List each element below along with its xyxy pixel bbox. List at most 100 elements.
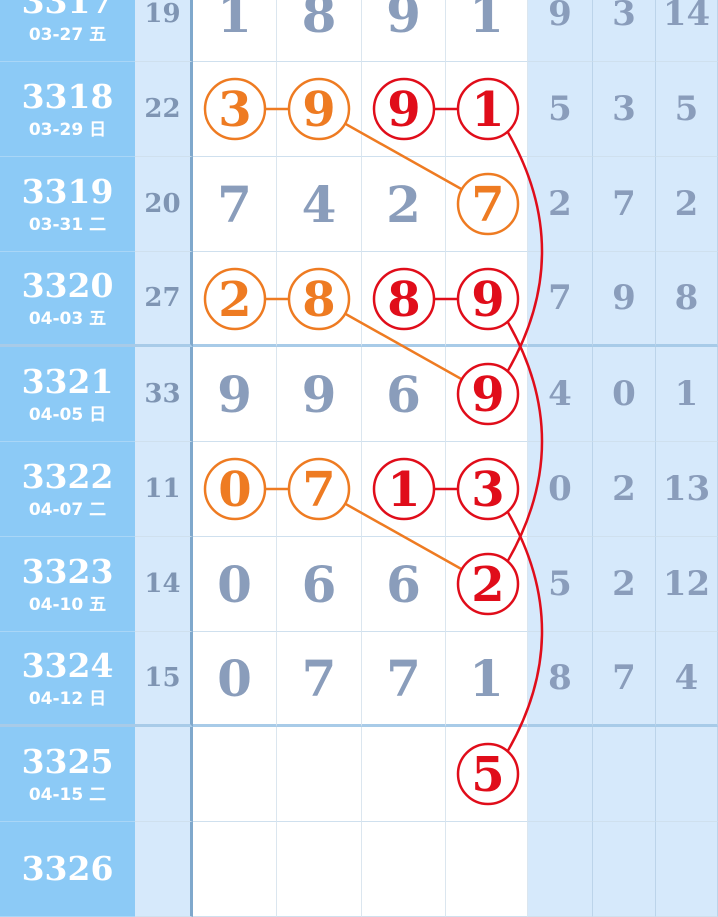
circled-digit: 9 (471, 272, 504, 328)
sum-cell: 15 (135, 632, 193, 727)
circled-digit: 9 (387, 82, 420, 138)
digit-cell: 7 (362, 632, 446, 727)
digit-cell: 9 (362, 0, 446, 62)
circled-number-icon (372, 267, 436, 331)
issue-cell: 3318 03-29 日 (0, 62, 135, 157)
circled-number-icon (372, 77, 436, 141)
red-curve-line (504, 318, 544, 565)
stat-cell (528, 727, 593, 822)
issue-number: 3321 (21, 361, 114, 401)
stat-cell: 9 (593, 252, 656, 347)
circled-digit: 8 (387, 272, 420, 328)
circled-number-icon (456, 77, 520, 141)
circled-digit: 8 (302, 272, 335, 328)
stat-cell: 7 (528, 252, 593, 347)
stat-cell: 3 (593, 62, 656, 157)
orange-connector-line (318, 297, 489, 396)
stat-cell: 5 (528, 537, 593, 632)
stat-cell: 2 (656, 157, 718, 252)
stat-cell: 7 (593, 157, 656, 252)
digit-cell: 8 (277, 0, 362, 62)
circled-digit: 2 (218, 272, 251, 328)
digit-cell: 1 (446, 632, 528, 727)
sum-cell: 27 (135, 252, 193, 347)
sum-cell: 33 (135, 347, 193, 442)
sum-cell: 19 (135, 0, 193, 62)
circled-number-icon (203, 77, 267, 141)
circled-number-icon (456, 552, 520, 616)
issue-cell: 3322 04-07 二 (0, 442, 135, 537)
circled-digit: 7 (471, 177, 504, 233)
digit-cell: 1 (446, 0, 528, 62)
red-curve-line (504, 508, 544, 755)
issue-cell: 3324 04-12 日 (0, 632, 135, 727)
stat-cell: 4 (656, 632, 718, 727)
digit-cell: 0 (193, 632, 277, 727)
table-row: 3324 04-12 日 15 0 7 7 1 8 7 4 (0, 632, 718, 727)
orange-connector-line (318, 487, 489, 586)
issue-date: 04-15 二 (28, 784, 107, 805)
trend-lines-overlay: 3 9 9 172 8 8 990 7 1 325 (203, 77, 544, 806)
circled-digit: 3 (471, 462, 504, 518)
stat-cell: 2 (528, 157, 593, 252)
stat-cell (593, 727, 656, 822)
stat-cell: 8 (528, 632, 593, 727)
sum-cell: 20 (135, 157, 193, 252)
digit-cell (362, 727, 446, 822)
issue-date: 04-12 日 (28, 688, 107, 709)
issue-date: 04-05 日 (28, 404, 107, 425)
circled-number-icon (456, 267, 520, 331)
stat-cell: 4 (528, 347, 593, 442)
circled-number-icon (203, 267, 267, 331)
issue-cell: 3321 04-05 日 (0, 347, 135, 442)
circled-digit: 2 (471, 557, 504, 613)
digit-cell: 1 (193, 0, 277, 62)
digit-cell: 0 (193, 537, 277, 632)
circled-number-icon (456, 457, 520, 521)
issue-number: 3317 (21, 0, 114, 21)
stat-cell: 2 (593, 537, 656, 632)
circled-digit: 1 (471, 82, 504, 138)
stat-cell: 13 (656, 442, 718, 537)
red-curve-line (504, 128, 544, 375)
digit-cell: 6 (277, 537, 362, 632)
digit-cell: 9 (193, 347, 277, 442)
stat-cell: 14 (656, 0, 718, 62)
sum-cell: 11 (135, 442, 193, 537)
digit-cell (193, 727, 277, 822)
circled-digit: 9 (471, 367, 504, 423)
circled-digit: 1 (387, 462, 420, 518)
issue-date: 04-07 二 (28, 499, 107, 520)
circled-number-icon (287, 457, 351, 521)
circled-digit: 5 (471, 747, 504, 803)
circled-number-icon (287, 267, 351, 331)
stat-cell: 1 (656, 347, 718, 442)
digit-cell (277, 727, 362, 822)
issue-date: 03-29 日 (28, 119, 107, 140)
sum-cell: 22 (135, 62, 193, 157)
stat-cell: 0 (593, 347, 656, 442)
issue-number: 3325 (21, 741, 114, 781)
issue-date: 03-27 五 (28, 24, 107, 45)
issue-number: 3320 (21, 265, 114, 305)
orange-connector-line (318, 107, 489, 206)
circled-number-icon (287, 77, 351, 141)
stat-cell: 0 (528, 442, 593, 537)
issue-cell: 3317 03-27 五 (0, 0, 135, 62)
issue-cell: 3325 04-15 二 (0, 727, 135, 822)
digit-cell: 4 (277, 157, 362, 252)
sum-cell: 14 (135, 537, 193, 632)
stat-cell: 8 (656, 252, 718, 347)
digit-cell: 9 (277, 347, 362, 442)
digit-cell: 7 (193, 157, 277, 252)
circled-digit: 9 (302, 82, 335, 138)
circled-digit: 0 (218, 462, 251, 518)
issue-cell: 3323 04-10 五 (0, 537, 135, 632)
issue-cell: 3320 04-03 五 (0, 252, 135, 347)
issue-number: 3319 (21, 171, 114, 211)
issue-number: 3324 (21, 645, 114, 685)
circled-digit: 3 (218, 82, 251, 138)
issue-number: 3322 (21, 456, 114, 496)
